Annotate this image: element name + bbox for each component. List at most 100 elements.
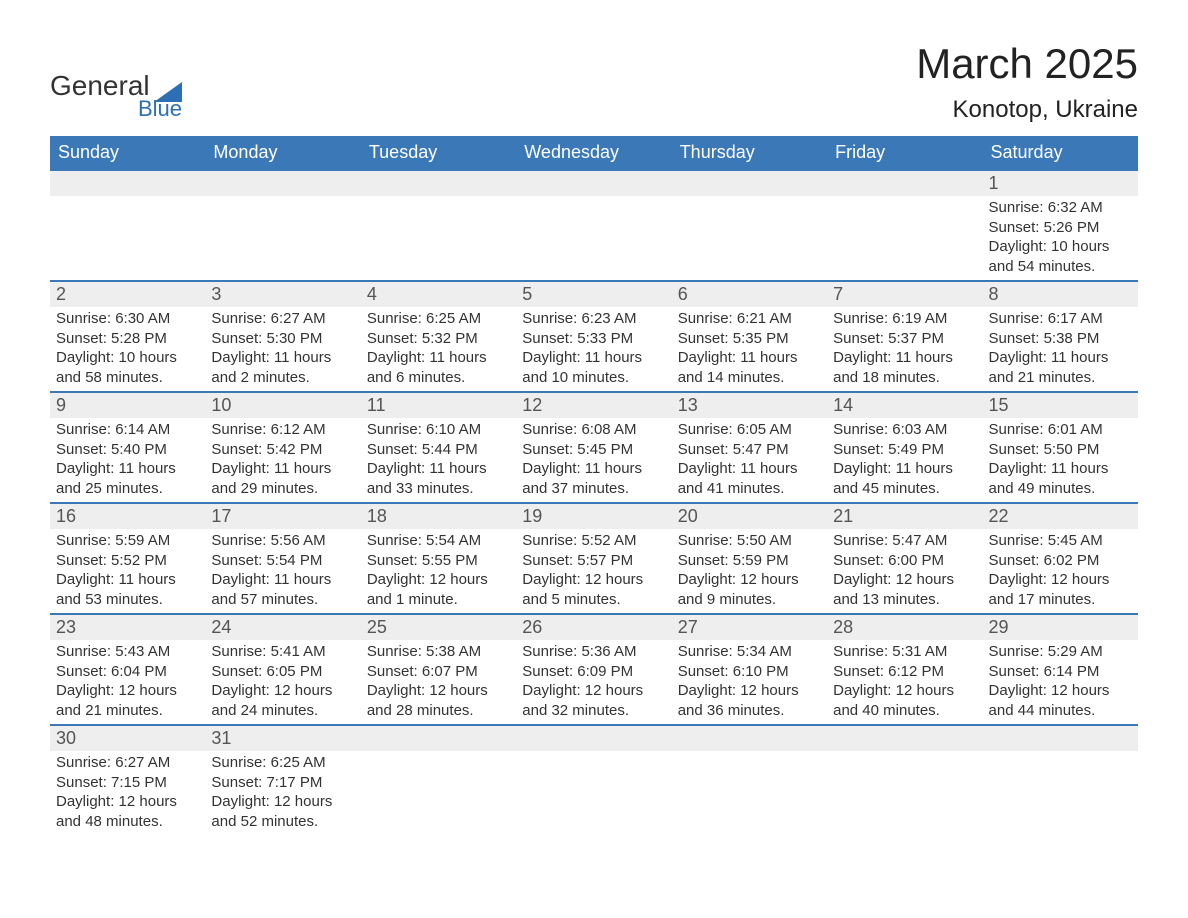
calendar-week-row: 23Sunrise: 5:43 AMSunset: 6:04 PMDayligh… xyxy=(50,614,1138,725)
calendar-cell: 26Sunrise: 5:36 AMSunset: 6:09 PMDayligh… xyxy=(516,614,671,725)
daylight-text: Daylight: 12 hours and 32 minutes. xyxy=(522,681,665,720)
day-data: Sunrise: 5:56 AMSunset: 5:54 PMDaylight:… xyxy=(205,529,360,613)
sunset-text: Sunset: 6:10 PM xyxy=(678,662,821,682)
calendar-cell: 1Sunrise: 6:32 AMSunset: 5:26 PMDaylight… xyxy=(983,170,1138,281)
day-number: 15 xyxy=(983,393,1138,418)
sunrise-text: Sunrise: 6:23 AM xyxy=(522,309,665,329)
calendar-week-row: 2Sunrise: 6:30 AMSunset: 5:28 PMDaylight… xyxy=(50,281,1138,392)
day-data xyxy=(827,751,982,757)
daylight-text: Daylight: 12 hours and 24 minutes. xyxy=(211,681,354,720)
day-data: Sunrise: 6:21 AMSunset: 5:35 PMDaylight:… xyxy=(672,307,827,391)
calendar-cell xyxy=(50,170,205,281)
day-data: Sunrise: 5:54 AMSunset: 5:55 PMDaylight:… xyxy=(361,529,516,613)
calendar-cell: 8Sunrise: 6:17 AMSunset: 5:38 PMDaylight… xyxy=(983,281,1138,392)
page-title: March 2025 xyxy=(916,40,1138,88)
calendar-cell: 29Sunrise: 5:29 AMSunset: 6:14 PMDayligh… xyxy=(983,614,1138,725)
sunset-text: Sunset: 5:55 PM xyxy=(367,551,510,571)
day-number: 3 xyxy=(205,282,360,307)
daylight-text: Daylight: 11 hours and 29 minutes. xyxy=(211,459,354,498)
day-data: Sunrise: 5:50 AMSunset: 5:59 PMDaylight:… xyxy=(672,529,827,613)
day-number xyxy=(672,171,827,196)
day-number: 22 xyxy=(983,504,1138,529)
calendar-cell: 31Sunrise: 6:25 AMSunset: 7:17 PMDayligh… xyxy=(205,725,360,835)
sunrise-text: Sunrise: 5:50 AM xyxy=(678,531,821,551)
daylight-text: Daylight: 11 hours and 2 minutes. xyxy=(211,348,354,387)
day-data: Sunrise: 6:05 AMSunset: 5:47 PMDaylight:… xyxy=(672,418,827,502)
calendar-cell xyxy=(827,725,982,835)
day-number: 16 xyxy=(50,504,205,529)
calendar-cell: 19Sunrise: 5:52 AMSunset: 5:57 PMDayligh… xyxy=(516,503,671,614)
day-data: Sunrise: 6:01 AMSunset: 5:50 PMDaylight:… xyxy=(983,418,1138,502)
calendar-cell: 14Sunrise: 6:03 AMSunset: 5:49 PMDayligh… xyxy=(827,392,982,503)
daylight-text: Daylight: 12 hours and 28 minutes. xyxy=(367,681,510,720)
calendar-cell: 22Sunrise: 5:45 AMSunset: 6:02 PMDayligh… xyxy=(983,503,1138,614)
day-data: Sunrise: 6:27 AMSunset: 7:15 PMDaylight:… xyxy=(50,751,205,835)
day-number xyxy=(361,171,516,196)
sunset-text: Sunset: 5:33 PM xyxy=(522,329,665,349)
daylight-text: Daylight: 11 hours and 10 minutes. xyxy=(522,348,665,387)
day-data xyxy=(672,196,827,202)
calendar-cell xyxy=(827,170,982,281)
calendar-cell: 3Sunrise: 6:27 AMSunset: 5:30 PMDaylight… xyxy=(205,281,360,392)
day-number: 29 xyxy=(983,615,1138,640)
day-data: Sunrise: 5:43 AMSunset: 6:04 PMDaylight:… xyxy=(50,640,205,724)
sunrise-text: Sunrise: 5:34 AM xyxy=(678,642,821,662)
sunrise-text: Sunrise: 5:36 AM xyxy=(522,642,665,662)
calendar-cell: 28Sunrise: 5:31 AMSunset: 6:12 PMDayligh… xyxy=(827,614,982,725)
day-number: 27 xyxy=(672,615,827,640)
day-number: 30 xyxy=(50,726,205,751)
calendar-cell: 21Sunrise: 5:47 AMSunset: 6:00 PMDayligh… xyxy=(827,503,982,614)
sunrise-text: Sunrise: 5:52 AM xyxy=(522,531,665,551)
day-number: 7 xyxy=(827,282,982,307)
day-data: Sunrise: 6:25 AMSunset: 7:17 PMDaylight:… xyxy=(205,751,360,835)
day-data: Sunrise: 6:30 AMSunset: 5:28 PMDaylight:… xyxy=(50,307,205,391)
calendar-week-row: 30Sunrise: 6:27 AMSunset: 7:15 PMDayligh… xyxy=(50,725,1138,835)
sunset-text: Sunset: 6:00 PM xyxy=(833,551,976,571)
day-number: 2 xyxy=(50,282,205,307)
column-header: Wednesday xyxy=(516,136,671,170)
calendar-cell: 7Sunrise: 6:19 AMSunset: 5:37 PMDaylight… xyxy=(827,281,982,392)
calendar-cell: 15Sunrise: 6:01 AMSunset: 5:50 PMDayligh… xyxy=(983,392,1138,503)
sunrise-text: Sunrise: 5:59 AM xyxy=(56,531,199,551)
daylight-text: Daylight: 11 hours and 41 minutes. xyxy=(678,459,821,498)
day-data: Sunrise: 6:17 AMSunset: 5:38 PMDaylight:… xyxy=(983,307,1138,391)
sunrise-text: Sunrise: 6:25 AM xyxy=(211,753,354,773)
day-number: 14 xyxy=(827,393,982,418)
calendar-table: SundayMondayTuesdayWednesdayThursdayFrid… xyxy=(50,136,1138,835)
column-header: Saturday xyxy=(983,136,1138,170)
day-number: 31 xyxy=(205,726,360,751)
calendar-cell: 13Sunrise: 6:05 AMSunset: 5:47 PMDayligh… xyxy=(672,392,827,503)
day-number: 21 xyxy=(827,504,982,529)
sunrise-text: Sunrise: 5:56 AM xyxy=(211,531,354,551)
sunset-text: Sunset: 6:04 PM xyxy=(56,662,199,682)
day-number: 1 xyxy=(983,171,1138,196)
day-data: Sunrise: 6:12 AMSunset: 5:42 PMDaylight:… xyxy=(205,418,360,502)
day-data xyxy=(516,751,671,757)
day-data: Sunrise: 6:27 AMSunset: 5:30 PMDaylight:… xyxy=(205,307,360,391)
sunset-text: Sunset: 5:50 PM xyxy=(989,440,1132,460)
day-data: Sunrise: 5:29 AMSunset: 6:14 PMDaylight:… xyxy=(983,640,1138,724)
day-number: 18 xyxy=(361,504,516,529)
day-number xyxy=(672,726,827,751)
sunset-text: Sunset: 7:17 PM xyxy=(211,773,354,793)
calendar-cell: 4Sunrise: 6:25 AMSunset: 5:32 PMDaylight… xyxy=(361,281,516,392)
day-data: Sunrise: 6:19 AMSunset: 5:37 PMDaylight:… xyxy=(827,307,982,391)
logo-word2: Blue xyxy=(138,96,182,122)
daylight-text: Daylight: 12 hours and 40 minutes. xyxy=(833,681,976,720)
sunset-text: Sunset: 5:49 PM xyxy=(833,440,976,460)
sunset-text: Sunset: 5:45 PM xyxy=(522,440,665,460)
day-number xyxy=(361,726,516,751)
day-data xyxy=(983,751,1138,757)
day-data xyxy=(516,196,671,202)
sunrise-text: Sunrise: 5:38 AM xyxy=(367,642,510,662)
daylight-text: Daylight: 12 hours and 17 minutes. xyxy=(989,570,1132,609)
day-data: Sunrise: 5:47 AMSunset: 6:00 PMDaylight:… xyxy=(827,529,982,613)
day-number: 13 xyxy=(672,393,827,418)
calendar-cell xyxy=(516,725,671,835)
sunrise-text: Sunrise: 6:03 AM xyxy=(833,420,976,440)
daylight-text: Daylight: 11 hours and 53 minutes. xyxy=(56,570,199,609)
calendar-cell xyxy=(672,725,827,835)
calendar-cell xyxy=(205,170,360,281)
calendar-cell xyxy=(672,170,827,281)
day-data: Sunrise: 6:03 AMSunset: 5:49 PMDaylight:… xyxy=(827,418,982,502)
